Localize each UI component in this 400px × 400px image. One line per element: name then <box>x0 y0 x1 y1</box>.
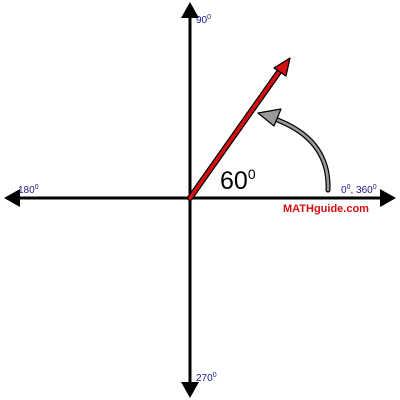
y-axis-bottom-arrowhead <box>181 382 199 398</box>
label-180-degrees: 1800 <box>18 184 39 196</box>
brand-label: MATHguide.com <box>283 203 369 215</box>
rotation-arrow <box>258 109 328 190</box>
rotation-arrowhead <box>258 109 281 126</box>
angle-label: 600 <box>220 166 256 195</box>
label-90-degrees: 900 <box>196 14 211 26</box>
x-axis-right-arrowhead <box>380 189 396 207</box>
label-270-degrees: 2700 <box>196 372 217 384</box>
label-0-360-degrees: 00, 3600 <box>341 184 377 196</box>
